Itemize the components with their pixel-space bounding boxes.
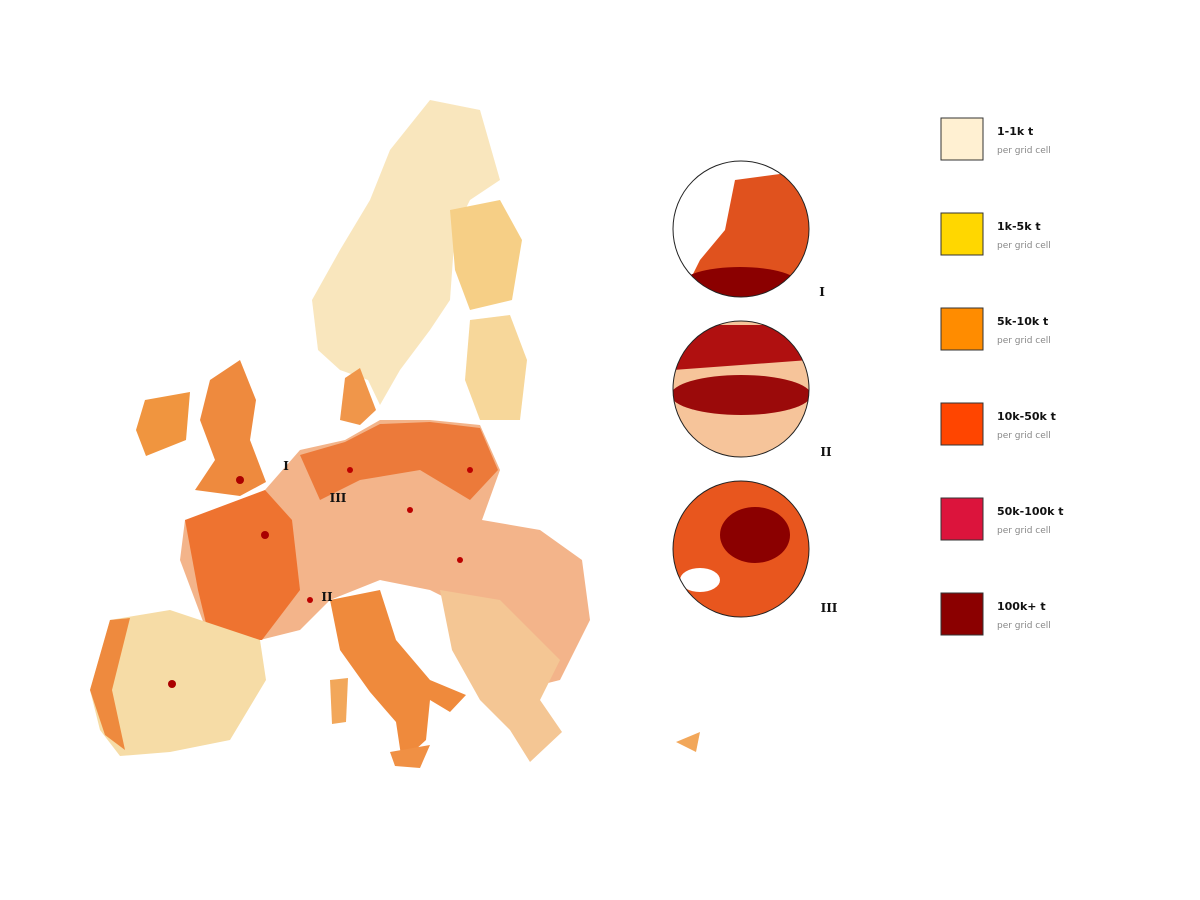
legend-swatch: [940, 497, 984, 541]
legend-label: 50k-100k t: [997, 505, 1064, 518]
legend-label: 5k-10k t: [997, 315, 1048, 328]
legend-swatch: [940, 307, 984, 351]
inset-label: II: [820, 445, 832, 459]
legend-sublabel: per grid cell: [997, 431, 1051, 441]
inset: [672, 320, 810, 458]
legend-label: 1k-5k t: [997, 220, 1041, 233]
map-marker: III: [330, 491, 347, 505]
legend-sublabel: per grid cell: [997, 336, 1051, 346]
inset: [672, 160, 810, 298]
legend-sublabel: per grid cell: [997, 146, 1051, 156]
legend-swatch: [940, 117, 984, 161]
map-marker: II: [321, 590, 333, 604]
legend-swatch: [940, 592, 984, 636]
europe-map: [90, 100, 700, 768]
legend-swatch: [940, 402, 984, 446]
legend-label: 1-1k t: [997, 125, 1033, 138]
legend: 1-1k t per grid cell 1k-5k t per grid cell 5…: [940, 117, 1064, 636]
legend-swatch: [940, 212, 984, 256]
legend-label: 10k-50k t: [997, 410, 1056, 423]
map-marker: I: [283, 459, 289, 473]
legend-sublabel: per grid cell: [997, 241, 1051, 251]
legend-sublabel: per grid cell: [997, 526, 1051, 536]
legend-label: 100k+ t: [997, 600, 1046, 613]
inset: [672, 480, 810, 618]
inset-label: I: [819, 285, 825, 299]
inset-label: III: [821, 601, 838, 615]
legend-sublabel: per grid cell: [997, 621, 1051, 631]
